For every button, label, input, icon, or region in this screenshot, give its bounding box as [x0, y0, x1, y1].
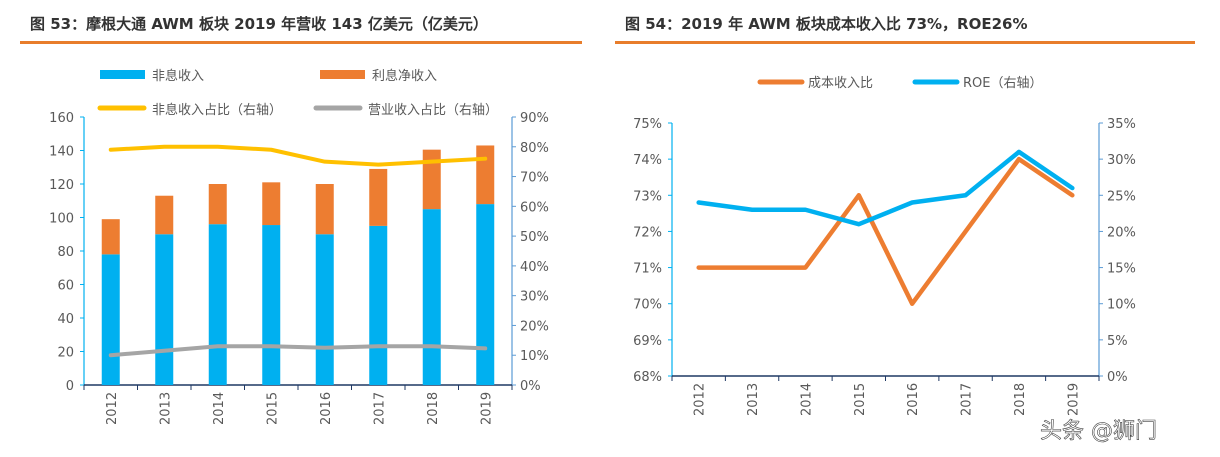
chart1-y-tick-label: 80: [57, 245, 74, 260]
chart1-y-tick-label: 160: [49, 111, 74, 126]
chart2-y2-tick-label: 15%: [1107, 262, 1136, 277]
bar-利息净收入: [262, 182, 281, 226]
chart1-title-rule: [20, 41, 582, 44]
chart1-x-tick-label: 2019: [479, 392, 494, 425]
chart1-y2-tick-label: 40%: [520, 260, 549, 275]
bar-非息收入: [476, 204, 495, 385]
line-series-成本收入比: [696, 156, 1075, 306]
bar-非息收入: [315, 234, 334, 385]
chart1-y2-tick-label: 80%: [520, 141, 549, 156]
bar-非息收入: [101, 254, 120, 385]
bar-利息净收入: [476, 145, 495, 205]
bar-利息净收入: [369, 168, 388, 226]
chart1-y2-tick-label: 50%: [520, 230, 549, 245]
chart1-y-tick-label: 0: [66, 379, 74, 394]
chart1-y2-tick-label: 0%: [520, 379, 541, 394]
legend-label: 非息收入占比（右轴）: [152, 102, 282, 118]
chart2-x-tick-label: 2017: [960, 383, 975, 416]
chart1-x-tick-label: 2015: [265, 392, 280, 425]
bar-利息净收入: [101, 219, 120, 255]
chart1-y-tick-label: 40: [57, 312, 74, 327]
bar-非息收入: [369, 225, 388, 385]
chart1-y2-tick-label: 20%: [520, 319, 549, 334]
legend-label: ROE（右轴）: [963, 76, 1042, 91]
chart2-y-tick-label: 73%: [633, 189, 662, 204]
chart2-x-tick-label: 2018: [1013, 383, 1028, 416]
chart1-x-tick-label: 2017: [372, 392, 387, 425]
line-series-营业收入占比（右轴）: [108, 344, 488, 358]
chart1-x-tick-label: 2012: [105, 392, 120, 425]
chart2-y-tick-label: 71%: [633, 262, 662, 277]
chart1-x-tick-label: 2013: [158, 392, 173, 425]
chart1-y-tick-label: 100: [49, 212, 74, 227]
chart2-x-tick-label: 2015: [853, 383, 868, 416]
legend-label: 利息净收入: [372, 68, 437, 84]
chart1: 0 20 40 60 80 100 120 140 160 0% 10% 20% 30% 40% 50% 60…: [49, 68, 549, 425]
chart1-y-tick-label: 60: [57, 279, 74, 294]
chart2-y2-tick-label: 10%: [1107, 298, 1136, 313]
chart2-y2-tick-label: 0%: [1107, 370, 1128, 385]
chart1-x-tick-label: 2016: [319, 392, 334, 425]
line-series-ROE（右轴）: [696, 149, 1075, 227]
chart2-y2-tick-label: 30%: [1107, 153, 1136, 168]
chart2-x-tick-label: 2012: [693, 383, 708, 416]
line-series-非息收入占比（右轴）: [108, 144, 488, 167]
chart2-y-tick-label: 70%: [633, 298, 662, 313]
chart2-y-tick-label: 75%: [633, 117, 662, 132]
chart2-title-rule: [615, 41, 1195, 44]
chart1-x-tick-label: 2014: [212, 392, 227, 425]
chart1-title: 图 53：摩根大通 AWM 板块 2019 年营收 143 亿美元（亿美元）: [30, 15, 488, 33]
chart2-x-tick-label: 2013: [746, 383, 761, 416]
legend-swatch: [100, 70, 145, 79]
chart2-y2-tick-label: 25%: [1107, 189, 1136, 204]
bar-利息净收入: [422, 149, 441, 210]
chart2-y-tick-label: 68%: [633, 370, 662, 385]
legend-label: 营业收入占比（右轴）: [368, 103, 498, 118]
bar-非息收入: [155, 234, 174, 385]
chart2-y2-tick-label: 20%: [1107, 225, 1136, 240]
chart2-y2-tick-label: 35%: [1107, 117, 1136, 132]
legend-label: 成本收入比: [808, 76, 873, 91]
chart1-y2-tick-label: 60%: [520, 200, 549, 215]
legend-swatch: [320, 70, 365, 79]
watermark: 头条 @狮门: [1040, 419, 1157, 444]
chart1-y-tick-label: 120: [49, 178, 74, 193]
chart1-y-tick-label: 20: [57, 346, 74, 361]
bar-利息净收入: [315, 184, 334, 235]
chart2: 68% 69% 70% 71% 72% 73% 74% 75% 0% 5% 10% 15% 20% 25%…: [633, 76, 1136, 416]
legend-label: 非息收入: [152, 68, 204, 84]
chart1-y2-tick-label: 70%: [520, 171, 549, 186]
chart1-y-tick-label: 140: [49, 145, 74, 160]
chart2-x-tick-label: 2014: [799, 383, 814, 416]
bar-非息收入: [422, 209, 441, 385]
chart1-x-tick-label: 2018: [426, 392, 441, 425]
chart2-x-tick-label: 2019: [1066, 383, 1081, 416]
chart1-y2-tick-label: 90%: [520, 111, 549, 126]
chart2-x-tick-label: 2016: [906, 383, 921, 416]
bar-利息净收入: [208, 184, 227, 225]
chart2-title: 图 54：2019 年 AWM 板块成本收入比 73%，ROE26%: [625, 15, 1028, 33]
bar-利息净收入: [155, 195, 174, 235]
chart2-y-tick-label: 69%: [633, 334, 662, 349]
bar-非息收入: [208, 224, 227, 385]
chart2-y2-tick-label: 5%: [1107, 334, 1128, 349]
chart1-y2-tick-label: 10%: [520, 349, 549, 364]
bar-非息收入: [262, 225, 281, 385]
chart1-y2-tick-label: 30%: [520, 290, 549, 305]
chart2-y-tick-label: 74%: [633, 153, 662, 168]
chart2-y-tick-label: 72%: [633, 225, 662, 240]
